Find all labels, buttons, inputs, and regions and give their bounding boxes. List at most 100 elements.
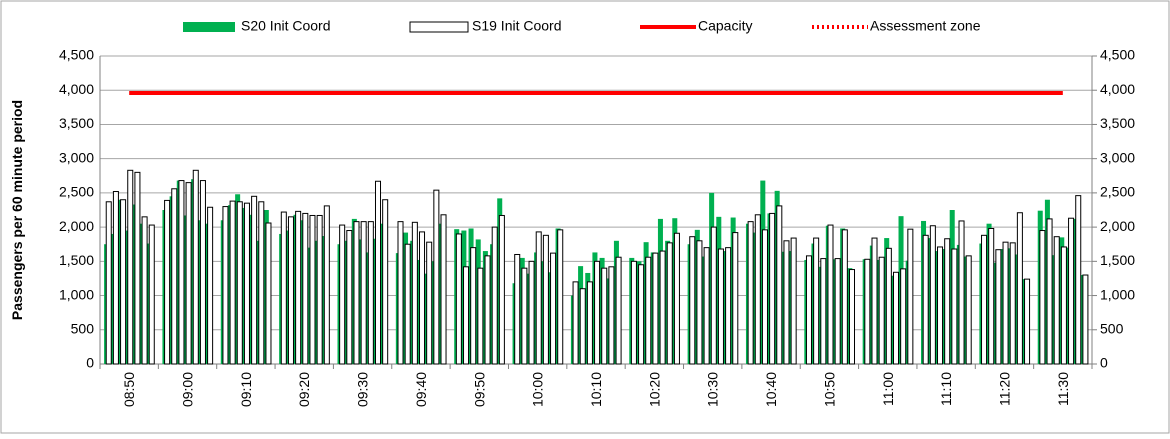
bar: [608, 266, 615, 365]
bar: [236, 201, 243, 365]
bar: [477, 267, 484, 365]
x-tick-label: 11:00: [880, 372, 896, 406]
bar: [112, 191, 119, 365]
legend-swatch: [183, 22, 235, 32]
bar: [841, 229, 848, 365]
bar: [878, 256, 885, 365]
y2-tick-label: 2,000: [1100, 218, 1135, 234]
y2-tick-label: 4,500: [1100, 47, 1135, 63]
bar: [638, 264, 645, 365]
bar: [944, 238, 951, 365]
bar: [433, 189, 440, 365]
y2-tick-label: 3,000: [1100, 149, 1135, 165]
bar: [689, 236, 696, 365]
y2-tick-label: 1,500: [1100, 252, 1135, 268]
y-tick-label: 4,000: [59, 81, 94, 97]
bar: [1039, 230, 1046, 365]
bar: [790, 237, 797, 365]
x-tick-label: 10:50: [821, 372, 837, 407]
x-tick-label: 10:20: [646, 372, 662, 407]
bar: [287, 216, 294, 365]
bar: [1016, 212, 1023, 365]
x-tick-label: 10:30: [705, 372, 721, 407]
x-tick-label: 11:30: [1055, 372, 1071, 406]
bar: [965, 255, 972, 365]
bar: [848, 269, 856, 365]
bar: [1053, 236, 1060, 365]
bar: [1082, 274, 1089, 365]
bar: [280, 211, 287, 365]
y2-tick-label: 500: [1100, 320, 1124, 336]
bar: [1009, 242, 1016, 365]
y2-tick-label: 1,000: [1100, 286, 1135, 302]
bar: [892, 271, 900, 365]
bar: [521, 267, 528, 365]
bar: [470, 247, 477, 365]
bar: [411, 221, 418, 365]
bar: [528, 260, 535, 365]
x-tick-label: 08:50: [121, 372, 137, 407]
bar: [601, 267, 608, 365]
bar: [535, 231, 542, 365]
bar: [178, 180, 185, 365]
bar: [1060, 246, 1067, 365]
bar: [783, 240, 790, 365]
bar: [148, 224, 155, 365]
x-tick-label: 09:50: [471, 372, 487, 407]
x-tick-label: 10:00: [530, 372, 546, 407]
bar: [666, 242, 673, 365]
bar: [542, 234, 549, 365]
bar: [557, 229, 564, 365]
bar: [397, 221, 404, 365]
bar: [710, 226, 717, 365]
x-tick-label: 09:20: [296, 372, 312, 407]
bar: [1068, 217, 1075, 365]
y-tick-label: 2,500: [59, 184, 94, 200]
y-tick-label: 3,000: [59, 149, 94, 165]
y-tick-label: 1,500: [59, 252, 94, 268]
bar: [805, 255, 812, 365]
bar: [717, 248, 724, 365]
bar: [864, 258, 871, 365]
bar: [491, 226, 498, 365]
bar: [834, 258, 841, 365]
y-tick-label: 500: [71, 320, 95, 336]
bar: [171, 188, 178, 365]
bar: [419, 231, 426, 365]
bar: [199, 180, 206, 365]
bar: [871, 237, 878, 365]
bar: [827, 224, 834, 365]
bar: [323, 205, 330, 365]
bar: [243, 202, 250, 365]
bar: [732, 232, 739, 365]
bar: [659, 250, 666, 365]
legend-label: Capacity: [698, 18, 752, 34]
y-tick-label: 2,000: [59, 218, 94, 234]
bar: [514, 253, 521, 365]
bar: [958, 220, 965, 365]
bar: [463, 266, 470, 365]
bar: [339, 224, 346, 365]
x-tick-label: 09:40: [413, 372, 429, 407]
bar: [615, 256, 622, 365]
bar: [652, 252, 659, 365]
bar: [141, 216, 148, 365]
bar: [594, 260, 601, 365]
bar: [382, 199, 389, 365]
bar: [207, 206, 214, 365]
bar: [360, 221, 367, 365]
x-tick-label: 09:00: [180, 372, 196, 407]
x-tick-label: 11:10: [938, 372, 954, 406]
bar: [579, 288, 586, 365]
legend-swatch: [409, 21, 469, 33]
bar: [295, 210, 302, 365]
bar: [813, 237, 820, 365]
bar: [484, 255, 491, 365]
x-tick-label: 09:10: [238, 372, 254, 407]
bar: [316, 214, 323, 365]
bar: [346, 230, 353, 365]
bar: [120, 199, 127, 365]
bar: [1075, 195, 1082, 365]
bar: [353, 221, 360, 365]
